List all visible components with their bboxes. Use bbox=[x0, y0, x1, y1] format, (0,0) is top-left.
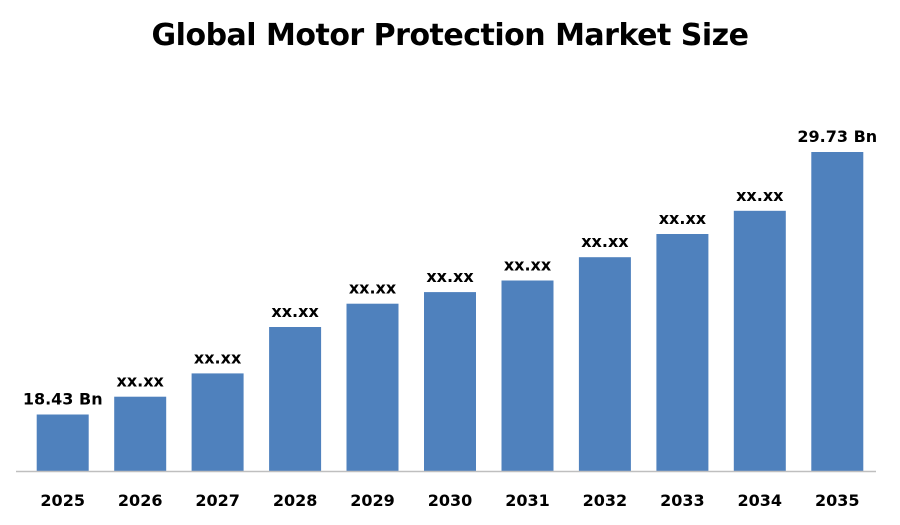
bar-2026 bbox=[114, 396, 167, 471]
data-label-2031: xx.xx bbox=[504, 256, 552, 275]
x-tick-label-2027: 2027 bbox=[195, 491, 240, 510]
x-tick-label-2028: 2028 bbox=[273, 491, 318, 510]
data-label-2029: xx.xx bbox=[349, 279, 397, 298]
data-label-2027: xx.xx bbox=[194, 348, 242, 367]
x-tick-label-2029: 2029 bbox=[350, 491, 395, 510]
x-tick-label-2032: 2032 bbox=[583, 491, 628, 510]
x-tick-label-2035: 2035 bbox=[815, 491, 860, 510]
bar-2025 bbox=[36, 414, 89, 471]
x-tick-label-2026: 2026 bbox=[118, 491, 163, 510]
bar-2027 bbox=[191, 373, 244, 471]
bar-2031 bbox=[501, 280, 554, 471]
x-tick-label-2025: 2025 bbox=[40, 491, 85, 510]
data-label-2034: xx.xx bbox=[736, 186, 784, 205]
data-label-2032: xx.xx bbox=[581, 232, 629, 251]
bar-2029 bbox=[346, 303, 399, 471]
bar-2035 bbox=[811, 152, 864, 471]
chart-title: Global Motor Protection Market Size bbox=[151, 18, 749, 53]
bar-2028 bbox=[269, 327, 322, 471]
x-tick-label-2033: 2033 bbox=[660, 491, 705, 510]
x-tick-label-2031: 2031 bbox=[505, 491, 550, 510]
x-tick-label-2034: 2034 bbox=[738, 491, 783, 510]
bar-2032 bbox=[578, 257, 631, 471]
data-label-2028: xx.xx bbox=[271, 302, 319, 321]
x-tick-label-2030: 2030 bbox=[428, 491, 473, 510]
bar-2030 bbox=[424, 292, 476, 471]
data-label-2033: xx.xx bbox=[659, 209, 707, 228]
bar-2034 bbox=[733, 210, 786, 472]
bar-2033 bbox=[656, 234, 709, 471]
data-label-2026: xx.xx bbox=[117, 372, 165, 391]
data-label-2030: xx.xx bbox=[426, 267, 474, 286]
data-label-2035: 29.73 Bn bbox=[797, 127, 877, 146]
data-label-2025: 18.43 Bn bbox=[23, 390, 103, 409]
